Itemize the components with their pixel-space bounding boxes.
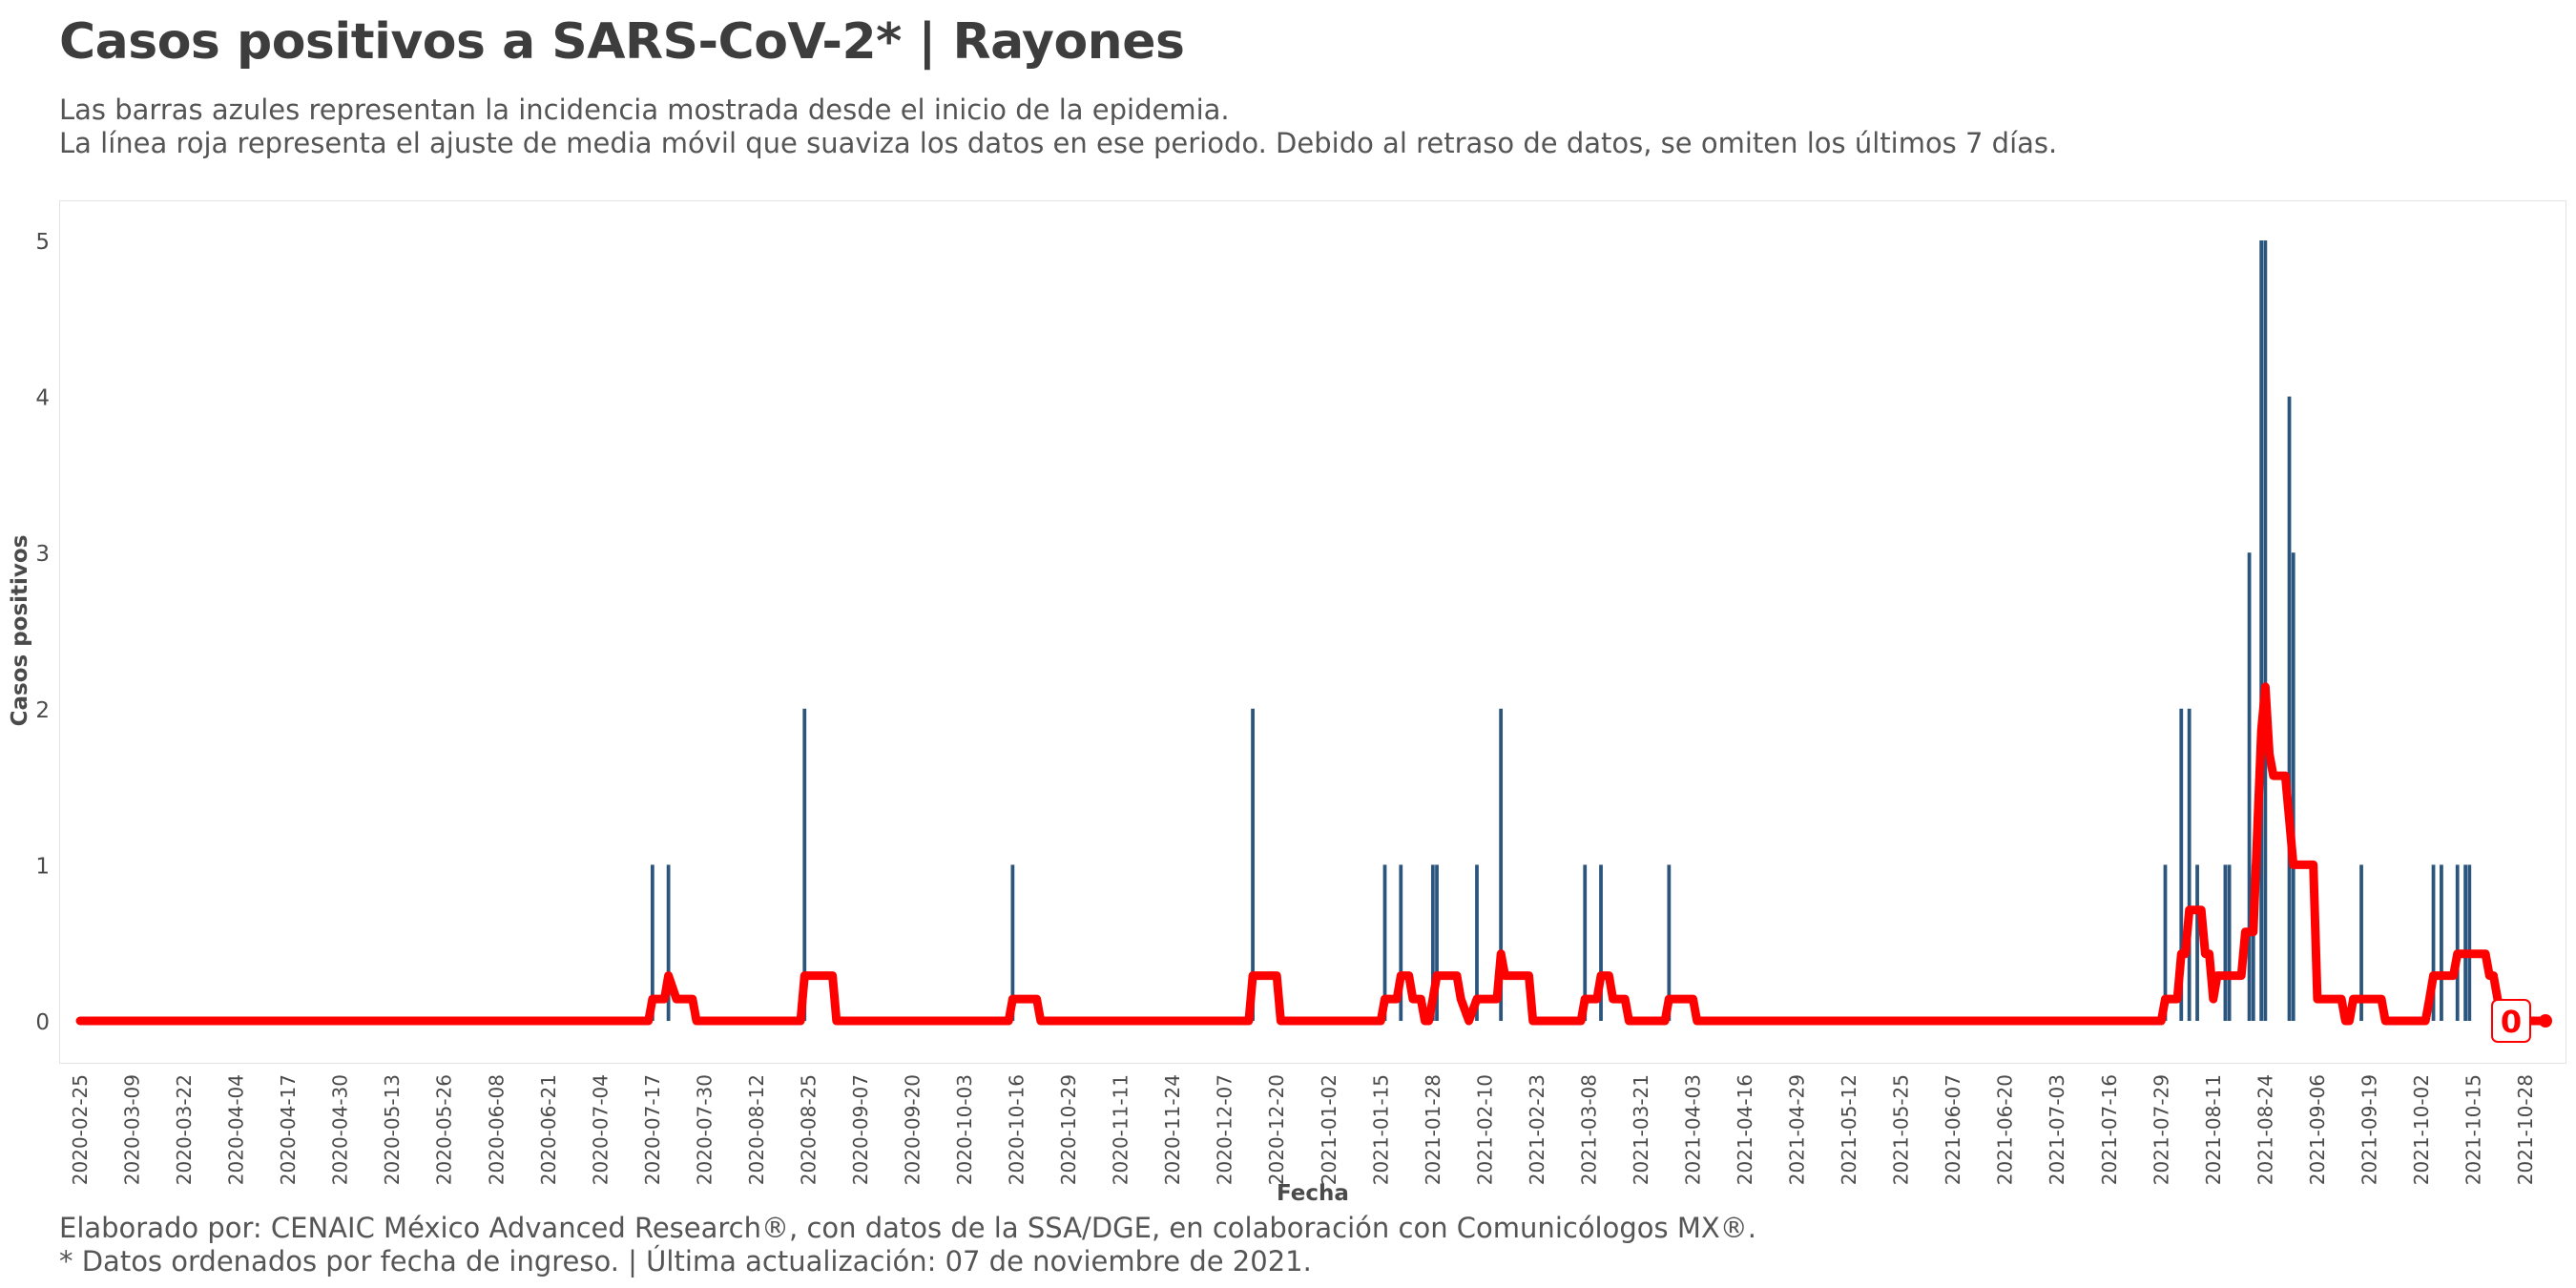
x-tick-label: 2020-08-12	[745, 1074, 768, 1185]
bar	[2163, 864, 2168, 1021]
bar	[2291, 552, 2296, 1021]
chart-panel	[59, 200, 2566, 1064]
x-tick-label: 2020-04-30	[329, 1074, 352, 1185]
x-tick-label: 2020-05-13	[381, 1074, 404, 1185]
x-tick-label: 2021-06-07	[1942, 1074, 1964, 1185]
x-tick-label: 2021-05-25	[1890, 1074, 1913, 1185]
bar	[1251, 708, 1255, 1021]
x-tick-label: 2021-01-02	[1318, 1074, 1340, 1185]
x-tick-label: 2020-10-29	[1057, 1074, 1080, 1185]
x-tick-label: 2021-10-15	[2462, 1074, 2484, 1185]
x-tick-label: 2021-08-24	[2254, 1074, 2276, 1185]
x-tick-label: 2021-10-28	[2514, 1074, 2537, 1185]
bar	[650, 864, 654, 1021]
x-tick-label: 2020-12-20	[1265, 1074, 1288, 1185]
bar	[2179, 708, 2184, 1021]
bar	[666, 864, 671, 1021]
chart: 0 1 2 3 4 5 2020-02-25 2020-03-09 2020-03-22 2020…	[8, 230, 2552, 1206]
x-tick-label: 2020-06-21	[537, 1074, 560, 1185]
end-label-box	[2491, 999, 2531, 1043]
bar	[1430, 864, 1435, 1021]
x-tick-label: 2021-07-16	[2098, 1074, 2121, 1185]
y-axis-title: Casos positivos	[8, 535, 32, 727]
x-tick-label: 2021-01-15	[1369, 1074, 1392, 1185]
bar	[2223, 864, 2228, 1021]
subtitle-line-2: La línea roja representa el ajuste de me…	[59, 127, 2058, 159]
bar	[1599, 864, 1603, 1021]
bar	[2187, 708, 2192, 1021]
x-tick-label: 2020-12-07	[1214, 1074, 1236, 1185]
y-tick-label: 2	[35, 698, 50, 723]
x-tick-label: 2020-03-22	[173, 1074, 196, 1185]
x-tick-label: 2020-07-30	[693, 1074, 716, 1185]
x-tick-label: 2021-07-03	[2046, 1074, 2068, 1185]
bar	[2247, 552, 2252, 1021]
x-tick-label: 2021-09-19	[2358, 1074, 2380, 1185]
x-tick-label: 2020-06-08	[485, 1074, 508, 1185]
footer-note: * Datos ordenados por fecha de ingreso. …	[59, 1245, 1312, 1278]
x-tick-label: 2020-05-26	[433, 1074, 456, 1185]
x-tick-label: 2020-09-20	[902, 1074, 924, 1185]
bar	[2359, 864, 2363, 1021]
x-tick-label: 2021-03-08	[1577, 1074, 1600, 1185]
x-tick-label: 2020-02-25	[69, 1074, 92, 1185]
x-tick-label: 2020-10-03	[953, 1074, 976, 1185]
x-tick-label: 2021-09-06	[2306, 1074, 2329, 1185]
x-tick-label: 2021-03-21	[1630, 1074, 1652, 1185]
x-tick-label: 2021-04-29	[1786, 1074, 1809, 1185]
y-tick-label: 0	[35, 1010, 50, 1035]
x-tick-label: 2020-04-17	[277, 1074, 300, 1185]
x-tick-label: 2020-03-09	[121, 1074, 144, 1185]
bar	[1382, 864, 1387, 1021]
bar	[802, 708, 807, 1021]
x-tick-label: 2021-06-20	[1994, 1074, 2017, 1185]
x-tick-label: 2021-01-28	[1422, 1074, 1444, 1185]
x-tick-label: 2021-07-29	[2150, 1074, 2172, 1185]
bar	[1010, 864, 1015, 1021]
x-tick-label: 2021-04-03	[1682, 1074, 1705, 1185]
bar	[2431, 864, 2436, 1021]
bar	[2251, 864, 2255, 1021]
bar	[2455, 864, 2460, 1021]
bar	[2259, 240, 2264, 1021]
footer-credits: Elaborado por: CENAIC México Advanced Re…	[59, 1212, 1756, 1244]
x-tick-label: 2020-07-17	[641, 1074, 664, 1185]
end-label: 0	[2501, 1004, 2522, 1040]
bar	[1667, 864, 1672, 1021]
x-tick-label: 2021-05-12	[1838, 1074, 1860, 1185]
bar	[2263, 240, 2268, 1021]
x-tick-label: 2020-09-07	[849, 1074, 872, 1185]
y-tick-label: 4	[35, 386, 50, 411]
bar	[2287, 396, 2292, 1022]
x-tick-label: 2021-02-23	[1526, 1074, 1548, 1185]
bar	[1435, 864, 1439, 1021]
y-tick-label: 1	[35, 854, 50, 879]
bar	[2440, 864, 2443, 1021]
x-tick-label: 2020-07-04	[589, 1074, 612, 1185]
x-tick-label: 2021-10-02	[2410, 1074, 2433, 1185]
bar	[1583, 864, 1588, 1021]
x-axis-title: Fecha	[1277, 1181, 1349, 1206]
bar	[2467, 864, 2472, 1021]
x-tick-label: 2020-08-25	[797, 1074, 820, 1185]
bar	[1399, 864, 1403, 1021]
y-tick-label: 5	[35, 230, 50, 255]
x-tick-label: 2020-04-04	[225, 1074, 248, 1185]
y-tick-label: 3	[35, 542, 50, 567]
bar	[2227, 864, 2232, 1021]
x-tick-label: 2021-08-11	[2202, 1074, 2225, 1185]
end-point-marker	[2539, 1014, 2552, 1028]
subtitle-line-1: Las barras azules representan la inciden…	[59, 93, 1230, 126]
bar	[1499, 708, 1504, 1021]
bar	[2463, 864, 2467, 1021]
x-tick-label: 2021-04-16	[1734, 1074, 1756, 1185]
x-tick-label: 2021-02-10	[1473, 1074, 1496, 1185]
moving-average-line	[75, 682, 2550, 1026]
bar	[1475, 864, 1479, 1021]
x-tick-label: 2020-10-16	[1006, 1074, 1028, 1185]
chart-title: Casos positivos a SARS-CoV-2* | Rayones	[59, 13, 1185, 71]
x-tick-label: 2020-11-24	[1161, 1074, 1184, 1185]
bar	[2195, 864, 2199, 1021]
x-tick-label: 2020-11-11	[1110, 1074, 1132, 1185]
